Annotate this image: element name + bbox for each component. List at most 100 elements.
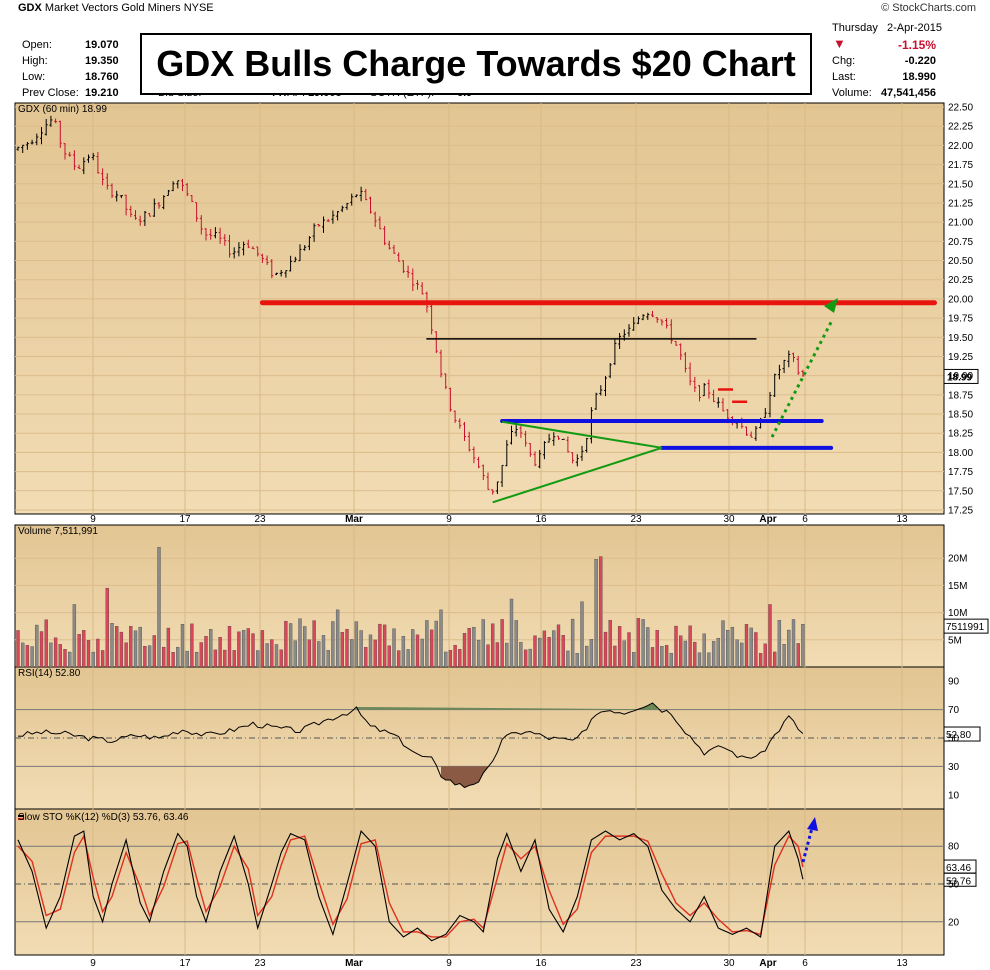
price-candle [594,392,598,410]
volume-bar [397,650,401,668]
price-candle [105,173,109,190]
rsi-series-name: RSI(14) 52.80 [18,668,81,679]
price-candle [491,489,495,495]
price-candle [204,228,208,241]
volume-bar [702,633,706,668]
rsi-tick-label: 10 [948,790,960,801]
price-candle [223,234,227,246]
price-candle [467,431,471,452]
price-candle [63,143,67,160]
volume-bar [68,651,72,668]
volume-bar [49,642,53,668]
volume-bar [279,649,283,668]
price-candle [401,260,405,274]
price-candle [792,352,795,363]
price-candle [218,227,222,244]
volume-bar [495,642,500,668]
price-candle [538,449,542,469]
price-candle [185,182,189,197]
price-candle [162,195,166,210]
volume-bar [143,646,147,668]
volume-bar [669,652,673,668]
volume-bar [270,639,274,668]
volume-bar [787,629,791,668]
price-tick-label: 19.50 [948,333,973,344]
volume-bar [420,638,424,668]
low-value: 18.760 [85,71,119,83]
volume-bar [472,626,476,668]
volume-bar [138,626,142,668]
last-price-box [943,368,979,384]
price-candle [505,440,509,467]
volume-series-name: Volume 7,511,991 [18,526,98,537]
price-candle [420,282,424,295]
security-name: Market Vectors Gold Miners [44,2,181,14]
price-tick-label: 18.00 [948,448,973,459]
volume-bar [599,556,603,668]
price-candle [152,198,156,217]
volume-bar [25,645,30,668]
price-candle [340,205,344,213]
volume-bar [711,641,716,668]
price-candle [298,244,302,262]
volume-bar [335,609,340,668]
price-candle [542,441,546,460]
volume-bar [331,621,335,668]
volume-bar [575,653,579,668]
price-candle [510,425,513,445]
x-axis-label-bottom: 9 [446,958,452,969]
price-candle [463,421,466,441]
open-label: Open: [22,39,52,51]
price-candle [199,215,203,235]
volume-bar [256,650,260,668]
price-candle [561,438,565,441]
rsi-tick-label: 90 [948,677,960,688]
volume-bar [115,626,119,668]
volume-bar [533,635,537,668]
price-candle [195,202,199,222]
price-candle [796,355,800,375]
volume-bar [505,642,509,668]
price-candle [171,181,175,192]
last-price-label: 18.99 [947,372,972,383]
volume-bar [791,619,796,668]
price-candle [533,451,537,467]
volume-bar [354,621,359,668]
volume-bar [35,624,39,668]
price-candle [129,205,133,218]
price-candle [176,180,180,189]
volume-bar [448,650,453,668]
stoch-k-line [17,829,804,942]
volume-bar [265,643,269,668]
price-candle [16,146,20,151]
volume-bar [519,642,523,668]
price-candle [439,349,443,378]
volume-bar [632,652,636,668]
volume-bar [481,619,485,668]
price-candle [477,456,481,469]
price-candle [495,481,499,495]
volume-bar [63,649,67,668]
rsi-tick-label: 50 [948,734,960,745]
volume-bar [110,623,114,668]
price-candle [293,256,297,263]
volume-bar [585,645,589,668]
volume-bar [298,618,302,668]
price-candle [303,245,307,251]
volume-bar [500,619,504,668]
volume-bar [401,636,406,668]
price-tick-label: 19.75 [948,314,973,325]
price-candle [54,118,58,124]
volume-bar [227,626,232,668]
price-candle [101,168,105,186]
price-candle [246,239,250,249]
exchange: NYSE [183,2,214,14]
price-candle [110,183,114,199]
price-candle [35,133,39,146]
price-candle [613,338,617,365]
volume-bar [251,633,255,668]
x-axis-label: 23 [630,514,642,525]
price-candle [702,383,706,397]
price-candle [383,225,387,246]
